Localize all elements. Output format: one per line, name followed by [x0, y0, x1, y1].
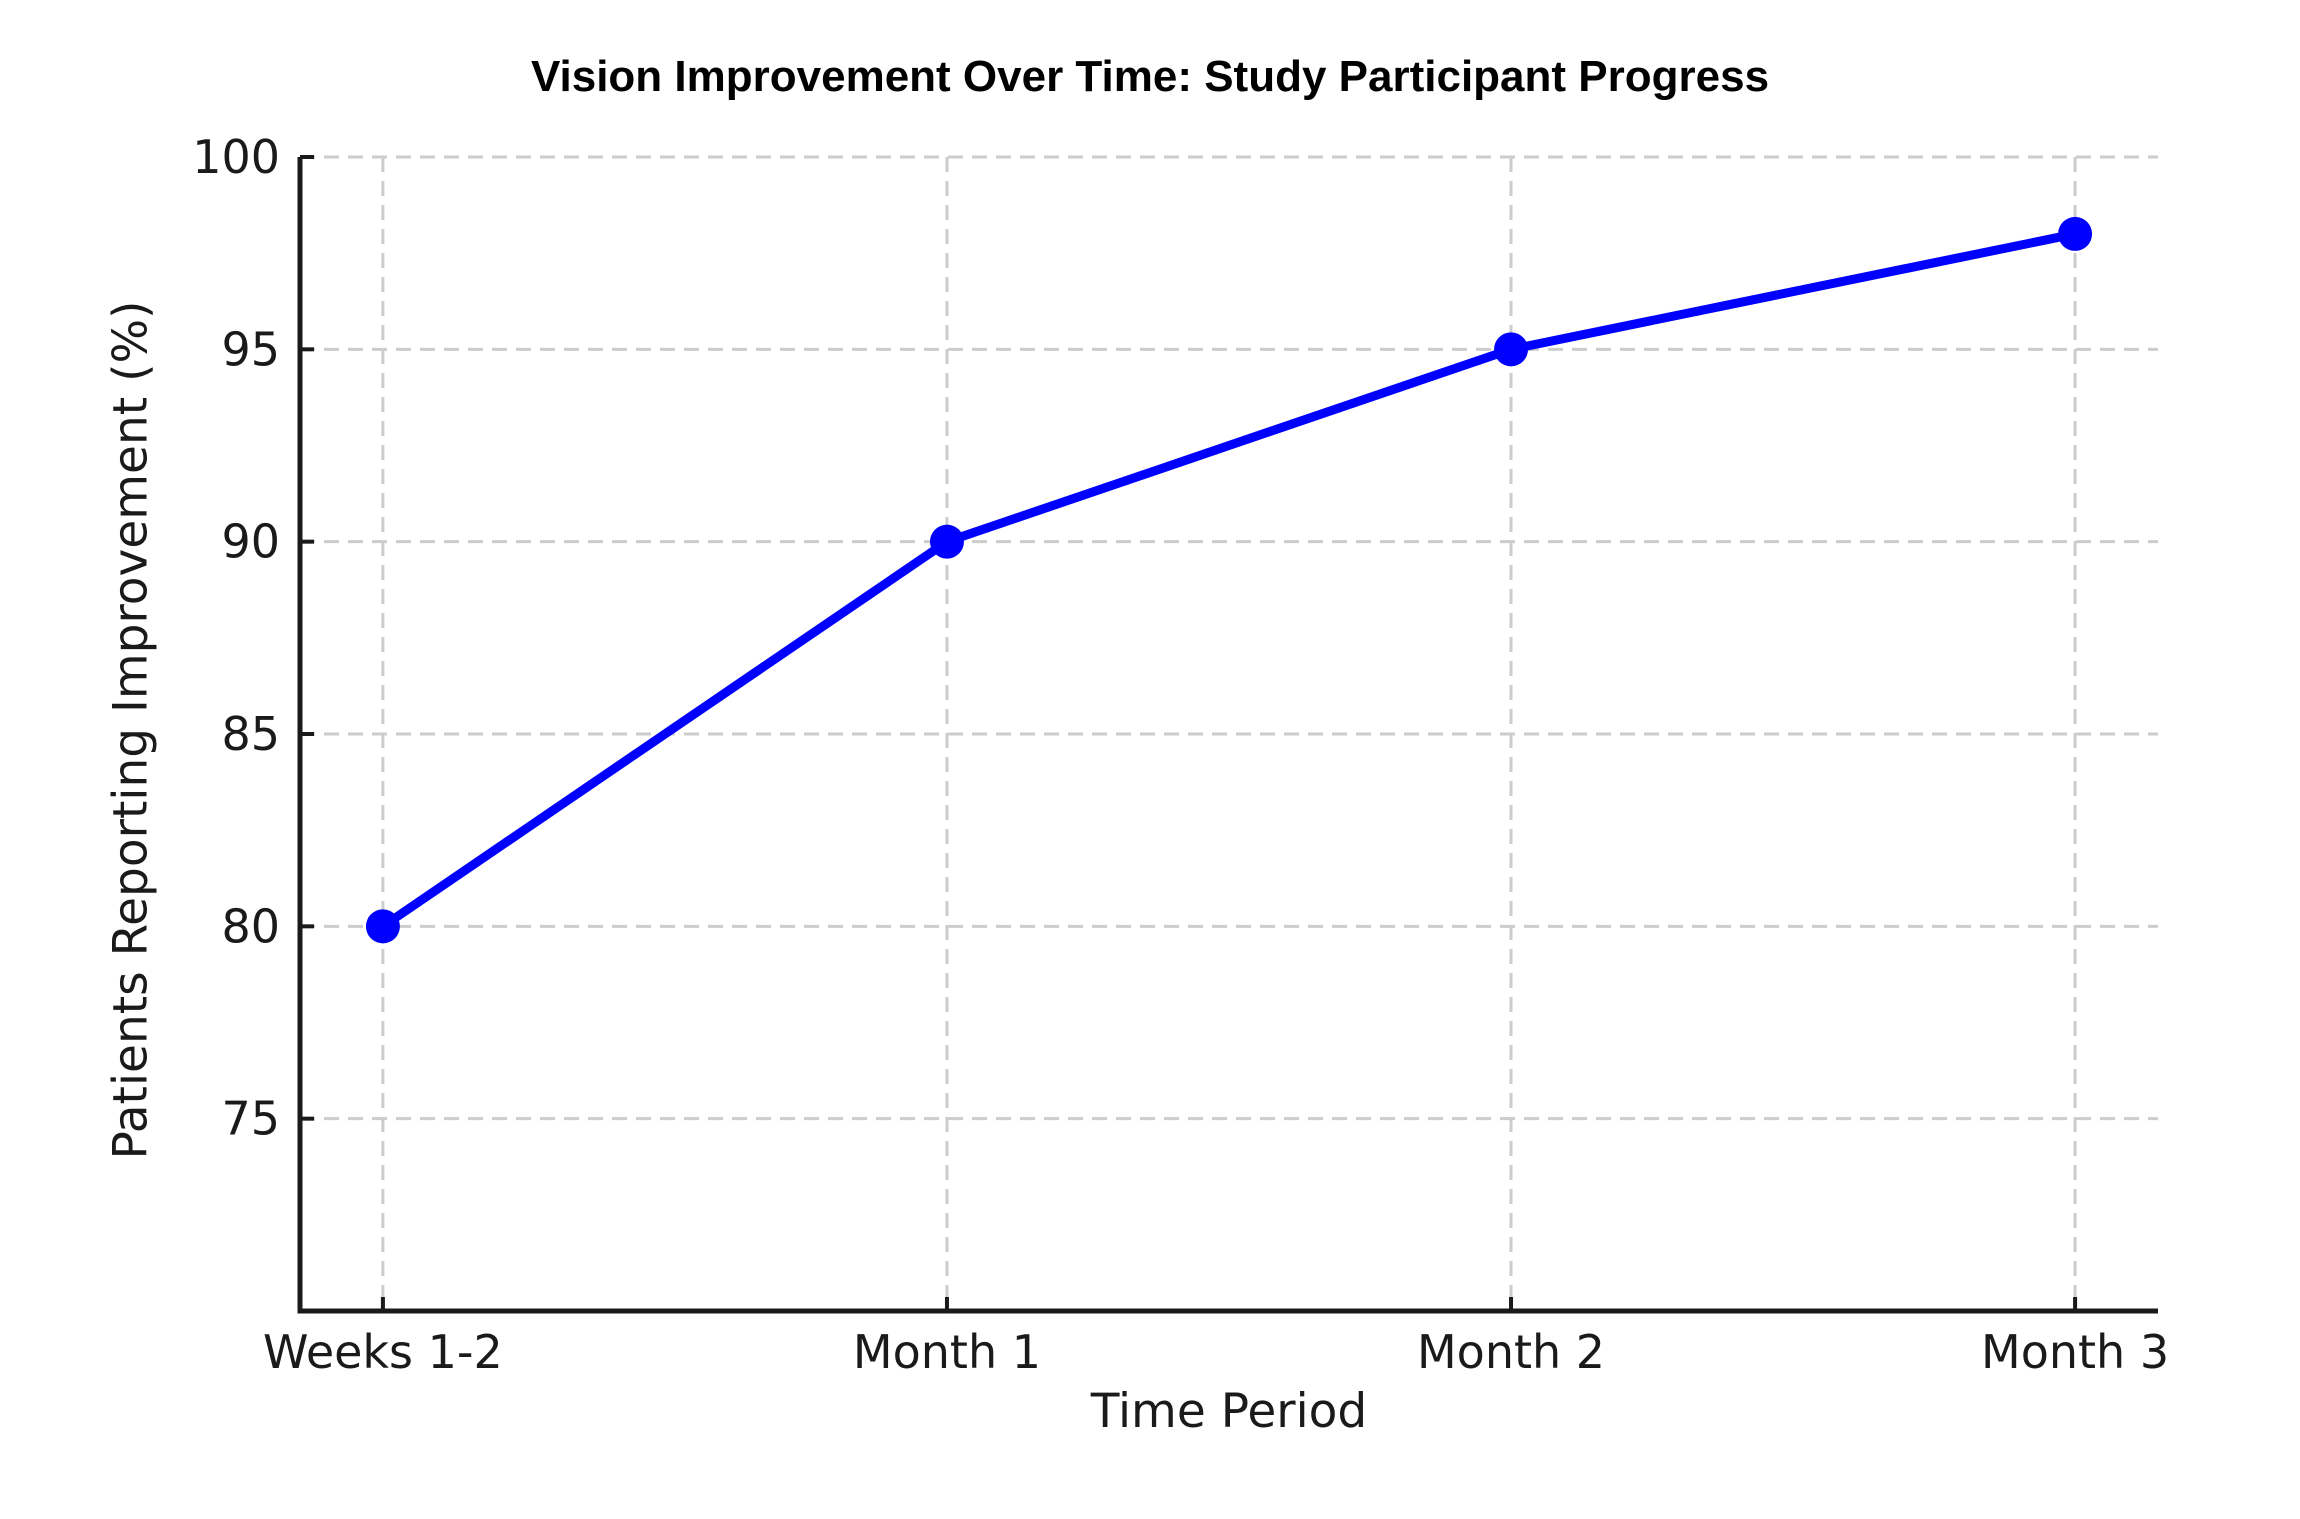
data-point-marker: [929, 524, 964, 559]
axis-ticks: 75 80 85 90 95 100 Weeks 1-2 Month 1 Month 2 Mont…: [192, 130, 2169, 1379]
data-markers: [365, 216, 2093, 944]
y-tick-label: 90: [221, 515, 280, 569]
y-tick-label: 75: [221, 1092, 280, 1146]
data-point-marker: [365, 909, 400, 944]
y-axis-label: Patients Reporting Improvement (%): [103, 300, 159, 1160]
x-axis-label: Time Period: [1090, 1384, 1368, 1439]
y-tick-label: 100: [192, 130, 280, 184]
chart-title: Vision Improvement Over Time: Study Part…: [530, 52, 1770, 101]
y-tick-label: 95: [221, 322, 280, 376]
data-point-marker: [2058, 216, 2093, 251]
x-tick-label: Month 2: [1417, 1325, 1605, 1379]
y-tick-label: 85: [221, 707, 280, 761]
data-line: [380, 229, 2076, 931]
x-tick-label: Weeks 1-2: [263, 1325, 503, 1379]
y-tick-label: 80: [221, 899, 280, 953]
x-tick-label: Month 1: [853, 1325, 1041, 1379]
gridlines: [300, 155, 2158, 1311]
data-point-marker: [1494, 332, 1529, 367]
x-tick-label: Month 3: [1981, 1325, 2169, 1379]
